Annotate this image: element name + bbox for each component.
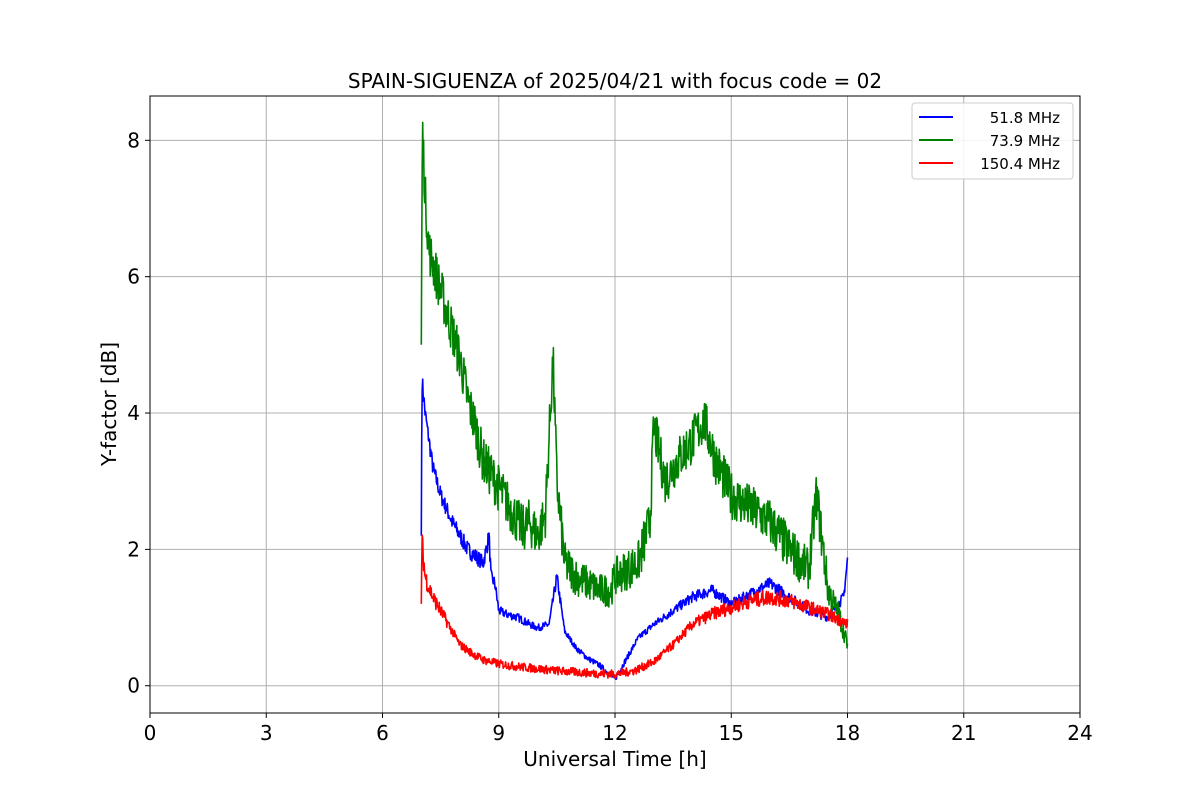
legend-label: 73.9 MHz	[990, 132, 1060, 150]
x-tick-label: 21	[951, 721, 976, 745]
series-line	[420, 534, 849, 679]
y-tick-label: 8	[127, 128, 140, 152]
y-tick-label: 0	[127, 674, 140, 698]
series-line	[420, 378, 849, 680]
x-tick-label: 6	[376, 721, 389, 745]
x-tick-label: 12	[602, 721, 627, 745]
legend-box	[911, 102, 1074, 180]
y-tick-label: 4	[127, 401, 140, 425]
y-tick-label: 6	[127, 265, 140, 289]
series-layer	[420, 121, 849, 680]
x-axis-label: Universal Time [h]	[523, 747, 706, 771]
series-line	[420, 121, 849, 649]
chart-title: SPAIN-SIGUENZA of 2025/04/21 with focus …	[348, 69, 882, 93]
x-tick-label: 18	[835, 721, 860, 745]
legend-label: 51.8 MHz	[990, 109, 1060, 127]
legend-label: 150.4 MHz	[980, 155, 1060, 173]
x-tick-label: 0	[144, 721, 157, 745]
x-tick-label: 3	[260, 721, 273, 745]
y-axis-label: Y-factor [dB]	[97, 342, 121, 467]
x-tick-label: 15	[719, 721, 744, 745]
legend: 51.8 MHz 73.9 MHz 150.4 MHz	[911, 102, 1074, 180]
x-tick-label: 24	[1067, 721, 1092, 745]
y-tick-label: 2	[127, 537, 140, 561]
x-tick-label: 9	[492, 721, 505, 745]
